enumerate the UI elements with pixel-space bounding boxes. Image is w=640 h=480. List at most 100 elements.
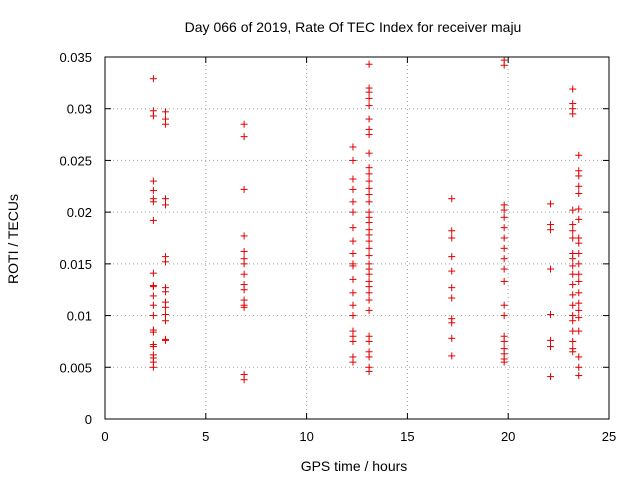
data-point	[240, 185, 248, 193]
data-point	[365, 177, 373, 185]
data-point	[448, 352, 456, 360]
data-point	[569, 262, 577, 270]
data-point	[161, 303, 169, 311]
data-point	[500, 337, 508, 345]
axis-ticks: 0 5 10 15 20 25 0 0.005 0.01 0.015 0.02 0.025 0.03 0.…	[59, 50, 616, 444]
data-point	[547, 200, 555, 208]
data-point	[149, 301, 157, 309]
data-point	[448, 284, 456, 292]
data-point	[500, 206, 508, 214]
y-tick-label: 0.035	[59, 50, 92, 65]
data-point	[161, 201, 169, 209]
data-point	[365, 283, 373, 291]
data-point	[547, 226, 555, 234]
data-point	[500, 224, 508, 232]
data-point	[569, 301, 577, 309]
data-point	[161, 311, 169, 319]
data-point	[448, 227, 456, 235]
data-point	[365, 367, 373, 375]
y-tick-label: 0	[85, 412, 92, 427]
data-point	[349, 312, 357, 320]
data-point	[161, 108, 169, 116]
data-point	[240, 247, 248, 255]
data-point	[161, 317, 169, 325]
data-point	[240, 303, 248, 311]
data-point	[575, 372, 583, 380]
data-point	[575, 250, 583, 258]
data-point	[365, 115, 373, 123]
data-point	[349, 143, 357, 151]
x-tick-label: 10	[299, 429, 313, 444]
data-point	[500, 312, 508, 320]
data-point	[365, 149, 373, 157]
data-point	[349, 198, 357, 206]
data-point	[500, 301, 508, 309]
x-tick-label: 0	[101, 429, 108, 444]
data-point	[575, 205, 583, 213]
data-point	[365, 237, 373, 245]
data-point	[240, 260, 248, 268]
y-tick-label: 0.03	[67, 102, 92, 117]
data-point	[448, 234, 456, 242]
data-point	[365, 252, 373, 260]
data-point	[569, 291, 577, 299]
data-point	[365, 289, 373, 297]
data-point	[569, 206, 577, 214]
data-point	[349, 224, 357, 232]
data-point	[500, 358, 508, 366]
data-point	[365, 191, 373, 199]
data-point	[365, 60, 373, 68]
data-point	[547, 265, 555, 273]
data-points	[149, 56, 583, 384]
data-point	[365, 270, 373, 278]
x-tick-label: 15	[400, 429, 414, 444]
data-point	[569, 255, 577, 263]
data-point	[448, 253, 456, 261]
data-point	[569, 281, 577, 289]
y-tick-label: 0.025	[59, 153, 92, 168]
data-point	[575, 215, 583, 223]
data-point	[500, 213, 508, 221]
data-point	[349, 208, 357, 216]
data-point	[575, 353, 583, 361]
data-point	[240, 120, 248, 128]
data-point	[149, 363, 157, 371]
data-point	[569, 85, 577, 93]
data-point	[161, 120, 169, 128]
y-tick-label: 0.015	[59, 257, 92, 272]
data-point	[149, 269, 157, 277]
data-point	[149, 186, 157, 194]
data-point	[149, 292, 157, 300]
data-point	[547, 311, 555, 319]
data-point	[349, 237, 357, 245]
data-point	[149, 343, 157, 351]
data-point	[569, 270, 577, 278]
data-point	[161, 336, 169, 344]
y-tick-label: 0.005	[59, 360, 92, 375]
x-axis-label: GPS time / hours	[301, 458, 408, 474]
data-point	[240, 133, 248, 141]
data-point	[149, 328, 157, 336]
data-point	[500, 244, 508, 252]
data-point	[349, 337, 357, 345]
data-point	[547, 336, 555, 344]
data-point	[547, 373, 555, 381]
data-point	[240, 376, 248, 384]
data-point	[365, 198, 373, 206]
data-point	[575, 327, 583, 335]
data-point	[365, 170, 373, 178]
data-point	[575, 363, 583, 371]
data-point	[365, 131, 373, 139]
data-point	[149, 112, 157, 120]
data-point	[569, 327, 577, 335]
data-point	[349, 358, 357, 366]
data-point	[547, 343, 555, 351]
data-point	[365, 306, 373, 314]
x-tick-label: 25	[602, 429, 616, 444]
data-point	[448, 267, 456, 275]
data-point	[240, 270, 248, 278]
data-point	[500, 277, 508, 285]
data-point	[569, 227, 577, 235]
y-tick-label: 0.01	[67, 309, 92, 324]
